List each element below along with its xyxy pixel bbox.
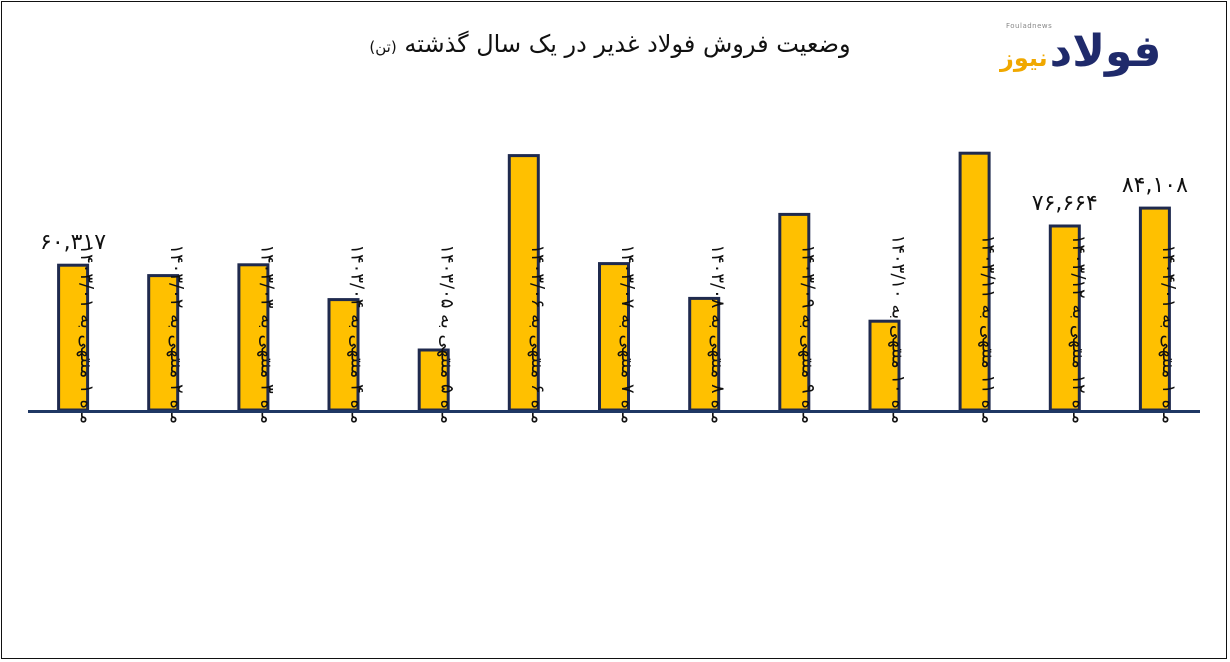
category-label-13: ماه ۱ منتهی به ۱۴۰۴/۰۱	[1158, 244, 1179, 424]
chart-title-unit: (تن)	[369, 38, 397, 56]
data-label-13: ۸۴,۱۰۸	[1122, 173, 1188, 198]
bar-10	[868, 319, 901, 412]
bar-4	[327, 298, 360, 412]
bar-1	[57, 263, 90, 412]
category-label-2: ماه ۲ منتهی به ۱۴۰۳/۰۲	[166, 244, 187, 424]
bar-8	[688, 296, 721, 412]
category-label-9: ماه ۹ منتهی به ۱۴۰۳/۰۹	[797, 244, 818, 424]
category-label-1: ماه ۱ منتهی به ۱۴۰۳/۰۱	[76, 244, 97, 424]
bar-3	[237, 263, 270, 412]
chart-title: وضعیت فروش فولاد غدیر در یک سال گذشته (ت…	[330, 30, 890, 58]
data-label-12: ۷۶,۶۶۴	[1032, 191, 1098, 216]
chart-title-text: وضعیت فروش فولاد غدیر در یک سال گذشته	[404, 30, 851, 58]
fouladnews-logo: Fouladnews فولادنیوز	[1000, 22, 1200, 92]
bar-2	[147, 274, 180, 412]
category-label-4: ماه ۴ منتهی به ۱۴۰۳/۰۴	[347, 244, 368, 424]
logo-small-text: Fouladnews	[1006, 22, 1053, 30]
logo-word-main: فولاد	[1049, 26, 1163, 77]
category-label-11: ماه ۱۱ منتهی به ۱۴۰۳/۱۱	[978, 235, 999, 424]
bar-7	[598, 262, 630, 412]
logo-wordmark: فولادنیوز	[1000, 26, 1163, 77]
logo-word-accent: نیوز	[1000, 44, 1048, 72]
bar-6	[507, 154, 540, 412]
bar-11	[958, 151, 991, 412]
bar-9	[778, 212, 811, 412]
bar-5	[417, 348, 450, 412]
category-label-3: ماه ۳ منتهی به ۱۴۰۳/۰۳	[256, 244, 277, 424]
category-label-12: ماه ۱۲ منتهی به ۱۴۰۳/۱۲	[1068, 235, 1089, 424]
category-label-5: ماه ۵ منتهی به ۱۴۰۳/۰۵	[437, 244, 458, 424]
category-label-8: ماه ۸ منتهی به ۱۴۰۳/۰۸	[707, 244, 728, 424]
category-label-7: ماه ۷ منتهی به ۱۴۰۳/۰۷	[617, 244, 638, 424]
data-label-1: ۶۰,۳۱۷	[40, 230, 106, 255]
category-label-6: ماه ۶ منتهی به ۱۴۰۳/۰۶	[527, 244, 548, 424]
category-label-10: ماه ۱۰ منتهی به ۱۴۰۳/۱۰	[888, 235, 909, 424]
